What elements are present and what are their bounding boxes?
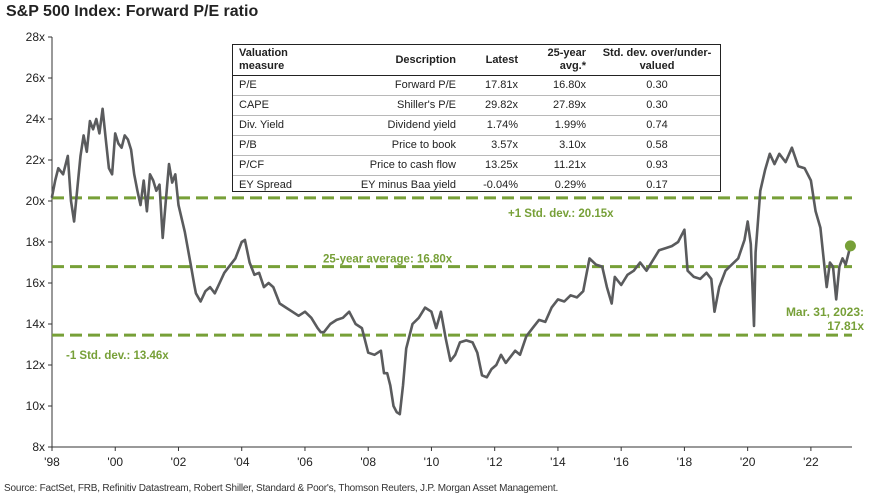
latest-point-marker — [844, 240, 856, 252]
cell-stddev: 0.30 — [646, 99, 668, 111]
header-measure: Valuation measure — [239, 47, 288, 72]
x-tick-label: '04 — [234, 455, 250, 469]
cell-avg: 11.21x — [553, 159, 586, 171]
header-latest: Latest — [485, 53, 518, 66]
y-tick-label: 18x — [26, 235, 45, 249]
cell-measure: Div. Yield — [239, 119, 285, 131]
cell-stddev: 0.17 — [646, 179, 668, 191]
cell-latest: 17.81x — [484, 79, 518, 91]
latest-label-value: 17.81x — [827, 319, 864, 333]
cell-description: Forward P/E — [394, 79, 456, 91]
cell-avg: 16.80x — [552, 79, 586, 91]
x-tick-label: '14 — [550, 455, 566, 469]
source-note: Source: FactSet, FRB, Refinitiv Datastre… — [4, 483, 559, 494]
cell-measure: P/E — [239, 79, 257, 91]
y-tick-label: 16x — [26, 276, 45, 290]
cell-avg: 3.10x — [559, 139, 586, 151]
table-header-row: Valuation measure Description Latest 25-… — [233, 45, 720, 76]
y-tick-label: 20x — [26, 194, 45, 208]
minus-1-stddev-label: -1 Std. dev.: 13.46x — [66, 350, 169, 362]
cell-measure: P/B — [239, 139, 257, 151]
cell-avg: 1.99% — [554, 119, 586, 131]
x-tick-label: '22 — [803, 455, 819, 469]
x-tick-label: '02 — [171, 455, 187, 469]
cell-measure: P/CF — [239, 159, 265, 171]
cell-latest: 13.25x — [484, 159, 518, 171]
pe-series-line — [50, 107, 852, 416]
y-tick-label: 8x — [32, 440, 45, 454]
cell-stddev: 0.74 — [646, 119, 668, 131]
cell-description: EY minus Baa yield — [360, 179, 456, 191]
header-description: Description — [395, 53, 456, 66]
cell-measure: CAPE — [239, 99, 269, 111]
cell-stddev: 0.58 — [646, 139, 668, 151]
chart-title: S&P 500 Index: Forward P/E ratio — [6, 3, 259, 20]
y-tick-label: 24x — [26, 112, 45, 126]
cell-latest: -0.04% — [483, 179, 518, 191]
y-tick-label: 26x — [26, 71, 45, 85]
cell-avg: 0.29% — [554, 179, 586, 191]
header-avg: 25-year avg.* — [547, 47, 586, 72]
cell-description: Shiller's P/E — [397, 99, 456, 111]
cell-avg: 27.89x — [552, 99, 586, 111]
x-tick-label: '18 — [677, 455, 693, 469]
cell-description: Dividend yield — [387, 119, 456, 131]
cell-description: Price to cash flow — [369, 159, 456, 171]
plus-1-stddev-label: +1 Std. dev.: 20.15x — [508, 208, 614, 220]
cell-stddev: 0.93 — [646, 159, 668, 171]
cell-latest: 1.74% — [486, 119, 518, 131]
table-row: P/CF Price to cash flow 13.25x 11.21x 0.… — [233, 156, 720, 176]
cell-latest: 29.82x — [484, 99, 518, 111]
valuation-table: Valuation measure Description Latest 25-… — [232, 44, 721, 192]
average-label: 25-year average: 16.80x — [323, 254, 453, 266]
y-tick-label: 28x — [26, 30, 45, 44]
y-tick-label: 12x — [26, 358, 45, 372]
table-row: P/B Price to book 3.57x 3.10x 0.58 — [233, 136, 720, 156]
x-tick-label: '08 — [360, 455, 376, 469]
table-row: P/E Forward P/E 17.81x 16.80x 0.30 — [233, 76, 720, 96]
x-tick-label: '16 — [613, 455, 629, 469]
x-tick-label: '06 — [297, 455, 313, 469]
y-tick-label: 10x — [26, 399, 45, 413]
x-tick-label: '00 — [107, 455, 123, 469]
table-row: Div. Yield Dividend yield 1.74% 1.99% 0.… — [233, 116, 720, 136]
x-tick-label: '12 — [487, 455, 503, 469]
cell-latest: 3.57x — [491, 139, 518, 151]
x-tick-label: '20 — [740, 455, 756, 469]
x-tick-label: '10 — [424, 455, 440, 469]
cell-measure: EY Spread — [239, 179, 293, 191]
table-row: CAPE Shiller's P/E 29.82x 27.89x 0.30 — [233, 96, 720, 116]
header-stddev: Std. dev. over/under-valued — [602, 47, 712, 72]
cell-description: Price to book — [391, 139, 456, 151]
latest-label-date: Mar. 31, 2023: — [786, 305, 864, 319]
table-row: EY Spread EY minus Baa yield -0.04% 0.29… — [233, 176, 720, 196]
cell-stddev: 0.30 — [646, 79, 668, 91]
y-tick-label: 22x — [26, 153, 45, 167]
x-tick-label: '98 — [44, 455, 60, 469]
y-tick-label: 14x — [26, 317, 45, 331]
